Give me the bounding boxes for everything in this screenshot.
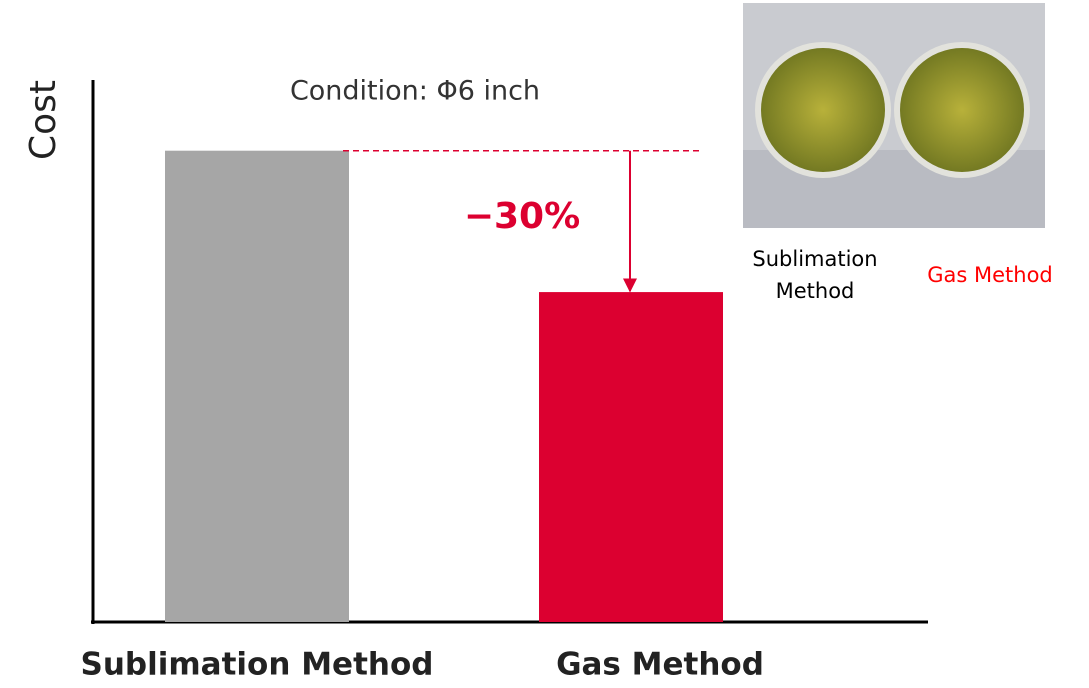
photo-caption: Method <box>776 279 855 303</box>
change-label: −30% <box>464 196 580 237</box>
annotation: Condition: Φ6 inch <box>290 76 540 107</box>
photo-caption: Sublimation <box>752 247 877 271</box>
photo-caption: Gas Method <box>927 263 1053 287</box>
bar <box>539 292 723 622</box>
x-tick-label: Sublimation Method <box>81 647 434 683</box>
bar <box>165 151 349 622</box>
x-tick-label: Gas Method <box>556 647 764 683</box>
y-axis-label: Cost <box>23 80 64 160</box>
photo <box>743 3 1045 228</box>
chart: Cost Condition: Φ6 inch −30% Sublimation… <box>0 0 1089 688</box>
